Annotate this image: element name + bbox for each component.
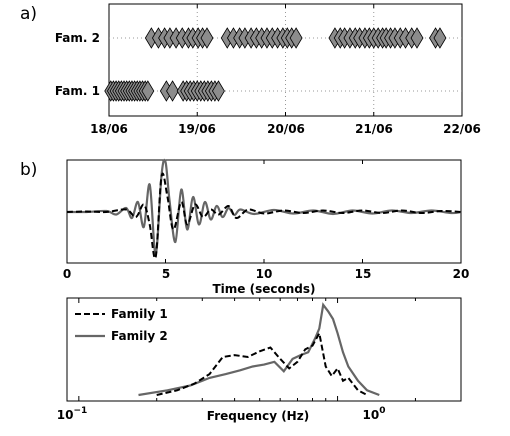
panel-b-xtick: 10 xyxy=(256,267,273,281)
legend-label-family-2: Family 2 xyxy=(111,329,168,343)
panel-a-xtick: 22/06 xyxy=(443,122,481,136)
panel-a-ylabel-fam2: Fam. 2 xyxy=(55,31,100,45)
panel-a-xtick: 21/06 xyxy=(355,122,393,136)
event-diamond-fam-2 xyxy=(200,27,214,49)
event-diamond-fam-2 xyxy=(289,27,303,49)
spectrum-legend: Family 1 Family 2 xyxy=(75,307,168,343)
spectrum-xtick-1: 100 xyxy=(363,406,386,422)
spectrum-ticks xyxy=(78,298,462,401)
panel-b-ticks xyxy=(66,160,462,263)
panel-a-xtick: 20/06 xyxy=(267,122,305,136)
panel-b-xtick: 15 xyxy=(355,267,372,281)
event-diamond-fam-2 xyxy=(433,27,447,49)
panel-a-letter: a) xyxy=(20,4,37,24)
spectrum-xlabel: Frequency (Hz) xyxy=(207,409,309,423)
event-diamond-fam-2 xyxy=(410,27,424,49)
panel-b-xtick: 5 xyxy=(162,267,170,281)
event-diamond-fam-1 xyxy=(211,80,225,102)
spectrum-series-family-1 xyxy=(156,330,368,396)
spectrum-xtick-0.1: 10−1 xyxy=(57,406,88,422)
panel-b-series-family-2 xyxy=(66,158,462,256)
panel-a-markers xyxy=(104,27,447,102)
panel-b-letter: b) xyxy=(20,160,37,180)
event-diamond-fam-1 xyxy=(166,80,180,102)
spectrum-series-family-2 xyxy=(138,302,380,397)
panel-b-xtick: 20 xyxy=(453,267,470,281)
panel-a-ylabel-fam1: Fam. 1 xyxy=(55,84,100,98)
panel-a-xtick: 18/06 xyxy=(90,122,128,136)
legend-label-family-1: Family 1 xyxy=(111,307,168,321)
panel-a-xtick: 19/06 xyxy=(178,122,216,136)
panel-b-xlabel: Time (seconds) xyxy=(212,282,315,296)
panel-b-series-family-1 xyxy=(66,172,462,260)
event-diamond-fam-1 xyxy=(141,80,155,102)
panel-b-xtick: 0 xyxy=(63,267,71,281)
